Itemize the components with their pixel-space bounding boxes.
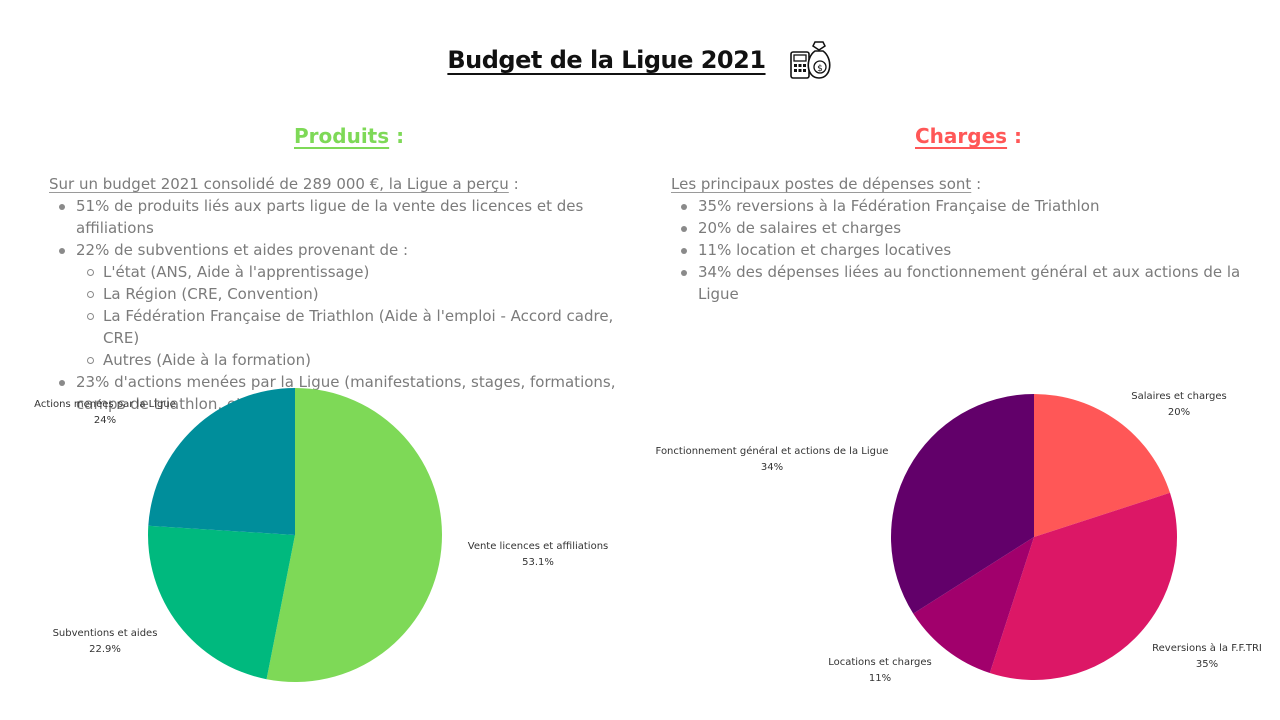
pie-slice-label: Locations et charges (828, 657, 932, 668)
list-item: 20% de salaires et charges (671, 217, 1271, 239)
pie-slice-percent: 53.1% (522, 557, 554, 568)
list-item: Autres (Aide à la formation) (49, 349, 639, 371)
produits-intro-line: Sur un budget 2021 consolidé de 289 000 … (49, 173, 639, 195)
charges-intro-line: Les principaux postes de dépenses sont : (671, 173, 1271, 195)
pie-slice (148, 525, 295, 680)
produits-intro-suffix: : (508, 175, 519, 193)
pie-slice-percent: 24% (94, 415, 116, 426)
produits-pie-chart: Vente licences et affiliations 53.1% Subve… (34, 387, 609, 682)
pie-slice-percent: 34% (761, 462, 783, 473)
charges-text-block: Les principaux postes de dépenses sont :… (671, 173, 1271, 305)
pie-slice (989, 492, 1177, 680)
charges-intro-suffix: : (971, 175, 982, 193)
list-item: La Région (CRE, Convention) (49, 283, 639, 305)
list-item: 23% d'actions menées par la Ligue (manif… (49, 371, 639, 415)
list-item: 34% des dépenses liées au fonctionnement… (671, 261, 1271, 305)
svg-text:$: $ (817, 64, 823, 74)
produits-text-block: Sur un budget 2021 consolidé de 289 000 … (49, 173, 639, 415)
title-row: Budget de la Ligue 2021 $ (0, 38, 1280, 82)
pie-slice (266, 387, 443, 682)
list-item: 35% reversions à la Fédération Française… (671, 195, 1271, 217)
pie-slice-percent: 20% (1168, 407, 1190, 418)
list-item: 11% location et charges locatives (671, 239, 1271, 261)
produits-heading-colon: : (389, 124, 405, 148)
produits-intro: Sur un budget 2021 consolidé de 289 000 … (49, 175, 509, 193)
produits-list: 51% de produits liés aux parts ligue de … (49, 195, 639, 415)
pie-slice-label: Salaires et charges (1131, 391, 1226, 402)
pie-slice-percent: 22.9% (89, 644, 121, 655)
charges-heading: Charges : (915, 124, 1022, 148)
pie-slice-percent: 35% (1196, 659, 1218, 670)
pie-slice-label: Vente licences et affiliations (468, 541, 609, 552)
charges-intro: Les principaux postes de dépenses sont (671, 175, 972, 193)
charges-heading-text: Charges (915, 124, 1008, 148)
pie-slice (891, 394, 1034, 614)
list-item: L'état (ANS, Aide à l'apprentissage) (49, 261, 639, 283)
produits-heading-text: Produits (294, 124, 390, 148)
list-item: 22% de subventions et aides provenant de… (49, 239, 639, 261)
produits-heading: Produits : (294, 124, 404, 148)
pie-slice (1034, 394, 1171, 537)
page-title: Budget de la Ligue 2021 (447, 46, 766, 74)
charges-pie-chart: Salaires et charges 20% Reversions à la F.… (656, 391, 1262, 684)
pie-slice-percent: 11% (869, 673, 891, 684)
pie-slice-label: Fonctionnement général et actions de la … (656, 445, 889, 457)
charges-list: 35% reversions à la Fédération Française… (671, 195, 1271, 305)
charges-heading-colon: : (1007, 124, 1023, 148)
pie-slice (913, 537, 1034, 674)
pie-slice-label: Subventions et aides (53, 628, 158, 639)
list-item: 51% de produits liés aux parts ligue de … (49, 195, 639, 239)
budget-calculator-moneybag-icon: $ (789, 41, 831, 79)
list-item: La Fédération Française de Triathlon (Ai… (49, 305, 639, 349)
pie-slice-label: Reversions à la F.F.TRI (1152, 642, 1262, 654)
